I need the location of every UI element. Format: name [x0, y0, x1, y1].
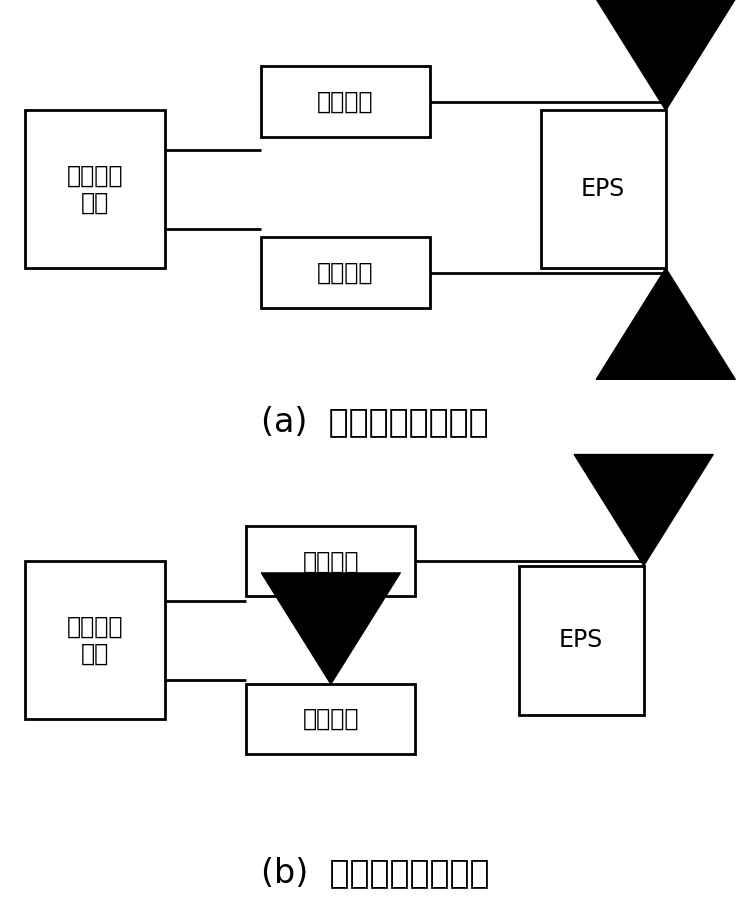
Bar [541, 110, 666, 268]
Text: 能量管理
系统: 能量管理 系统 [67, 164, 124, 215]
Text: EPS: EPS [581, 177, 626, 201]
Text: 整车电源: 整车电源 [302, 550, 359, 573]
Bar [261, 66, 430, 137]
Text: 整车电源: 整车电源 [317, 89, 374, 114]
Text: (b)  整车电源供电模式: (b) 整车电源供电模式 [261, 857, 489, 889]
Text: EPS: EPS [559, 629, 603, 652]
Bar [261, 237, 430, 308]
Text: 能量管理
系统: 能量管理 系统 [67, 614, 124, 666]
Bar [26, 562, 165, 720]
Text: 超级电容: 超级电容 [302, 707, 359, 732]
Bar [518, 566, 644, 715]
Bar [246, 684, 416, 754]
Text: (a)  复合电源供电模式: (a) 复合电源供电模式 [261, 405, 489, 438]
Bar [246, 527, 416, 596]
Text: 超级电容: 超级电容 [317, 261, 374, 285]
Bar [26, 110, 165, 268]
